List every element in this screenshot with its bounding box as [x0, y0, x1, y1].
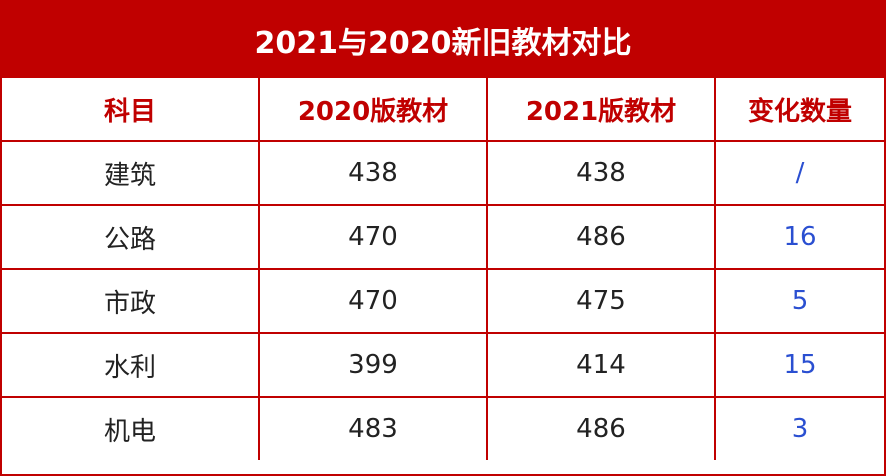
comparison-table: 科目 2020版教材 2021版教材 变化数量 建筑 438 438/公路 470 486 16 市… — [2, 78, 884, 460]
change-cell: 16 — [714, 204, 884, 270]
count-cell: 438 — [258, 140, 488, 206]
subject-cell: 水利 — [2, 332, 260, 398]
subject-cell: 市政 — [2, 268, 260, 334]
data-row: 市政 470 475 5 — [2, 268, 884, 334]
change-cell: 5 — [714, 268, 884, 334]
count-cell: 486 — [486, 204, 716, 270]
column-header: 变化数量 — [714, 78, 884, 142]
data-row: 机电 483 486 3 — [2, 396, 884, 460]
data-row: 建筑 438 438/ — [2, 140, 884, 206]
change-cell: 3 — [714, 396, 884, 460]
count-cell: 475 — [486, 268, 716, 334]
subject-cell: 建筑 — [2, 140, 260, 206]
count-cell: 414 — [486, 332, 716, 398]
header-row: 科目 2020版教材 2021版教材 变化数量 — [2, 78, 884, 142]
column-header: 2021版教材 — [486, 78, 716, 142]
count-cell: 438 — [486, 140, 716, 206]
data-row: 水利 399 414 15 — [2, 332, 884, 398]
data-row: 公路 470 486 16 — [2, 204, 884, 270]
column-header: 2020版教材 — [258, 78, 488, 142]
count-cell: 399 — [258, 332, 488, 398]
count-cell: 486 — [486, 396, 716, 460]
change-cell: 15 — [714, 332, 884, 398]
table-title: 2021与2020新旧教材对比 — [2, 2, 884, 78]
subject-cell: 公路 — [2, 204, 260, 270]
subject-cell: 机电 — [2, 396, 260, 460]
count-cell: 470 — [258, 204, 488, 270]
count-cell: 470 — [258, 268, 488, 334]
column-header: 科目 — [2, 78, 260, 142]
count-cell: 483 — [258, 396, 488, 460]
change-cell: / — [714, 140, 884, 206]
